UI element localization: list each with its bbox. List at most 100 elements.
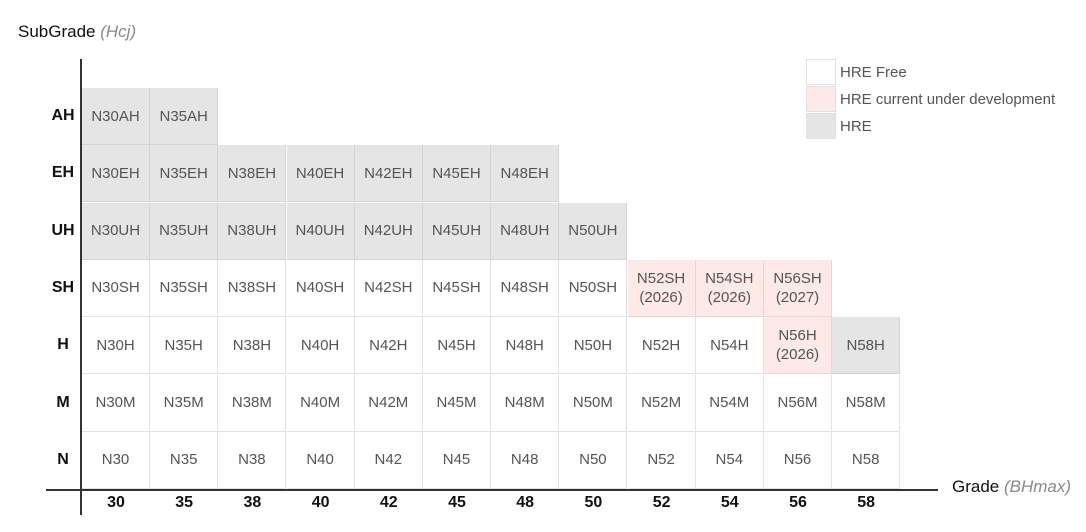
grade-cell-name: N35M — [163, 394, 204, 411]
grade-cell-name: N45H — [437, 336, 476, 354]
grade-cell: N30EH — [82, 145, 150, 203]
column-label: 54 — [720, 494, 739, 511]
grade-cell-name: N56H — [778, 327, 817, 345]
grade-cell-name: N38UH — [227, 222, 277, 240]
column-label: 50 — [584, 494, 603, 511]
grade-cell-name: N35SH — [159, 279, 208, 297]
row-label-ah: AH — [51, 107, 75, 124]
grade-cell: N40SH — [286, 259, 355, 317]
column-label: 58 — [857, 494, 876, 511]
row-label-uh: UH — [51, 221, 75, 239]
x-axis-title-text: Grade — [952, 477, 1000, 496]
grade-cell: N48M — [491, 374, 560, 432]
grade-cell: N42 — [354, 431, 423, 489]
grade-cell-name: N54SH — [705, 269, 754, 287]
grade-cell-name: N45M — [436, 394, 477, 411]
grade-cell-name: N35EH — [159, 164, 208, 182]
grade-cell: N56 — [764, 431, 832, 489]
grade-cell: N35AH — [150, 88, 219, 145]
row-label-eh: EH — [51, 164, 75, 182]
grade-cell-name: N50SH — [568, 279, 618, 297]
column-label: 35 — [175, 494, 194, 511]
grade-cell-name: N40 — [306, 451, 334, 469]
grade-cell: N42H — [354, 317, 423, 375]
column-label: 56 — [789, 494, 807, 511]
grade-cell-name: N42M — [368, 394, 409, 411]
grade-cell-name: N45 — [442, 451, 471, 469]
grade-cell-name: N58 — [851, 451, 880, 469]
grade-cell-name: N38SH — [227, 279, 277, 297]
grade-cell: N56M — [764, 374, 832, 432]
grade-cell-name: N30EH — [91, 164, 140, 182]
grade-cell: N45SH — [423, 259, 491, 317]
grade-cell: N48 — [491, 431, 560, 489]
grade-cell-name: N45UH — [431, 222, 482, 240]
row-label-sh: SH — [51, 278, 75, 296]
grade-cell-name: N30SH — [91, 279, 140, 297]
grade-cell: N38 — [218, 431, 287, 489]
grade-cell-year: (2026) — [639, 288, 683, 306]
grade-cell: N54SH (2026) — [695, 259, 764, 317]
grade-cell: N50UH — [559, 202, 628, 260]
legend-label: HRE current under development — [840, 91, 1056, 108]
grade-cell: N38UH — [218, 202, 287, 260]
grade-cell-name: N45EH — [432, 164, 481, 182]
column-label: 52 — [652, 494, 671, 511]
grade-cell-name: N56 — [783, 451, 812, 469]
grade-cell: N58 — [832, 431, 901, 489]
grade-cell-name: N58H — [846, 336, 885, 354]
grade-cell-name: N50M — [572, 394, 613, 411]
grade-cell: N38H — [218, 317, 287, 375]
y-axis-unit: (Hcj) — [100, 22, 137, 41]
column-label: 30 — [107, 494, 125, 511]
grade-cell: N45EH — [423, 145, 491, 203]
grade-cell: N35UH — [150, 202, 219, 260]
grade-cell: N52H — [627, 317, 696, 375]
grade-cell: N42EH — [354, 145, 423, 203]
row-label-m: M — [56, 393, 70, 411]
grade-cell-name: N48H — [505, 336, 544, 354]
grade-cell-name: N42H — [369, 336, 408, 354]
legend-swatch — [806, 59, 836, 85]
grade-cell: N38EH — [218, 145, 287, 203]
grade-cell-name: N30H — [96, 336, 135, 354]
grade-cell-name: N56M — [777, 394, 818, 411]
grade-cell-year: (2026) — [707, 288, 751, 306]
grade-cell-name: N40EH — [295, 164, 345, 182]
legend-label: HRE Free — [840, 64, 907, 81]
grade-cell-name: N52 — [647, 451, 675, 469]
grade-cell: N58M — [832, 374, 901, 432]
grade-cell-name: N38H — [232, 336, 272, 354]
grade-cell: N54M — [695, 374, 764, 432]
grade-cell: N50H — [559, 317, 628, 375]
grade-cell: N35EH — [150, 145, 219, 203]
grade-cell-name: N48UH — [500, 222, 550, 240]
grade-cell-name: N30UH — [90, 222, 141, 240]
grade-cell: N30H — [82, 317, 150, 375]
grade-cell: N52M — [627, 374, 696, 432]
grade-cell-name: N30 — [101, 451, 130, 469]
grade-cell: N30 — [82, 431, 150, 489]
grade-cell-name: N52H — [641, 336, 681, 354]
column-label: 40 — [311, 494, 330, 511]
grade-cell-name: N40SH — [295, 279, 345, 297]
grade-cell-name: N50 — [579, 451, 607, 469]
grade-cell: N56H (2026) — [764, 317, 832, 375]
y-axis-line — [80, 59, 82, 515]
grade-cell: N45UH — [423, 202, 491, 260]
grade-cell: N42SH — [354, 259, 423, 317]
grade-cell-name: N42EH — [364, 164, 413, 182]
grade-cell-name: N54M — [709, 394, 750, 411]
grade-cell-name: N56SH — [773, 269, 822, 287]
grade-cell-name: N35UH — [159, 222, 209, 240]
y-axis-title: SubGrade (Hcj) — [18, 22, 136, 42]
grade-cell: N40EH — [286, 145, 355, 203]
grade-cell-name: N38M — [231, 394, 272, 411]
grade-cell: N45 — [423, 431, 491, 489]
grade-cell-name: N48EH — [500, 164, 549, 182]
grade-cell: N45H — [423, 317, 491, 375]
grade-cell-name: N54H — [710, 336, 749, 354]
grade-cell: N30M — [82, 374, 150, 432]
x-axis-unit: (BHmax) — [1003, 477, 1072, 496]
grade-cell-name: N40M — [300, 394, 341, 411]
